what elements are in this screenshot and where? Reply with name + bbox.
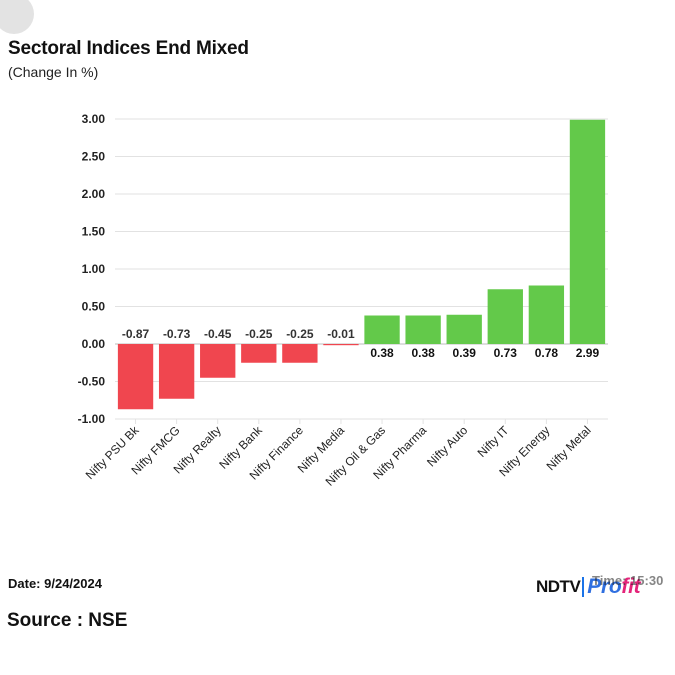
data-label: -0.25 (245, 327, 273, 341)
y-tick-label: 1.00 (82, 262, 106, 276)
time-label: Time: 15:30 (592, 573, 664, 588)
logo-ndtv-text: NDTV (536, 577, 581, 596)
ndtv-profit-logo: NDTV Profit (536, 574, 641, 600)
data-label: 2.99 (576, 346, 600, 360)
bar (323, 344, 359, 346)
bars (117, 119, 606, 410)
bar (446, 314, 482, 344)
y-axis: 3.00 2.50 2.00 1.50 1.00 0.50 0.00 -0.50 -1.00 (78, 112, 106, 426)
grid-layer (115, 118, 608, 420)
bar (200, 344, 236, 378)
bar (405, 315, 441, 344)
x-tick-label: Nifty Auto (424, 423, 470, 469)
bar (158, 344, 195, 399)
data-label: -0.45 (204, 327, 232, 341)
bar (528, 285, 565, 344)
chart-subtitle: (Change In %) (8, 64, 99, 80)
y-tick-label: 0.00 (82, 337, 106, 351)
bar (364, 315, 400, 344)
chart-title: Sectoral Indices End Mixed (8, 38, 249, 59)
bar (241, 344, 277, 363)
data-label: -0.73 (163, 327, 191, 341)
y-tick-label: -1.00 (78, 412, 106, 426)
source-label: Source : NSE (7, 610, 128, 631)
data-labels: -0.87 -0.73 -0.45 -0.25 -0.25 -0.01 0.38 0.38 0.… (122, 327, 600, 360)
data-label: 0.38 (411, 346, 435, 360)
date-label: Date: 9/24/2024 (8, 576, 102, 591)
data-label: -0.87 (122, 327, 150, 341)
sector-bar-chart: 3.00 2.50 2.00 1.50 1.00 0.50 0.00 -0.50 -1.00 -… (78, 112, 608, 489)
y-tick-label: 3.00 (82, 112, 106, 126)
y-tick-label: 2.50 (82, 150, 106, 164)
data-label: -0.01 (327, 327, 355, 341)
bar (569, 119, 606, 344)
y-tick-label: 0.50 (82, 300, 106, 314)
bar (487, 289, 523, 344)
y-tick-label: -0.50 (78, 375, 106, 389)
bar (282, 344, 318, 363)
logo-separator (582, 577, 585, 597)
data-label: 0.38 (370, 346, 394, 360)
y-tick-label: 2.00 (82, 187, 106, 201)
x-tick-label: Nifty Metal (544, 423, 594, 473)
data-label: 0.78 (535, 346, 559, 360)
y-tick-label: 1.50 (82, 225, 106, 239)
logo-profit-text: Profit (587, 575, 641, 598)
bar (117, 344, 154, 410)
data-label: 0.39 (453, 346, 477, 360)
x-tick-label: Nifty IT (475, 423, 512, 460)
data-label: 0.73 (494, 346, 518, 360)
data-label: -0.25 (286, 327, 314, 341)
